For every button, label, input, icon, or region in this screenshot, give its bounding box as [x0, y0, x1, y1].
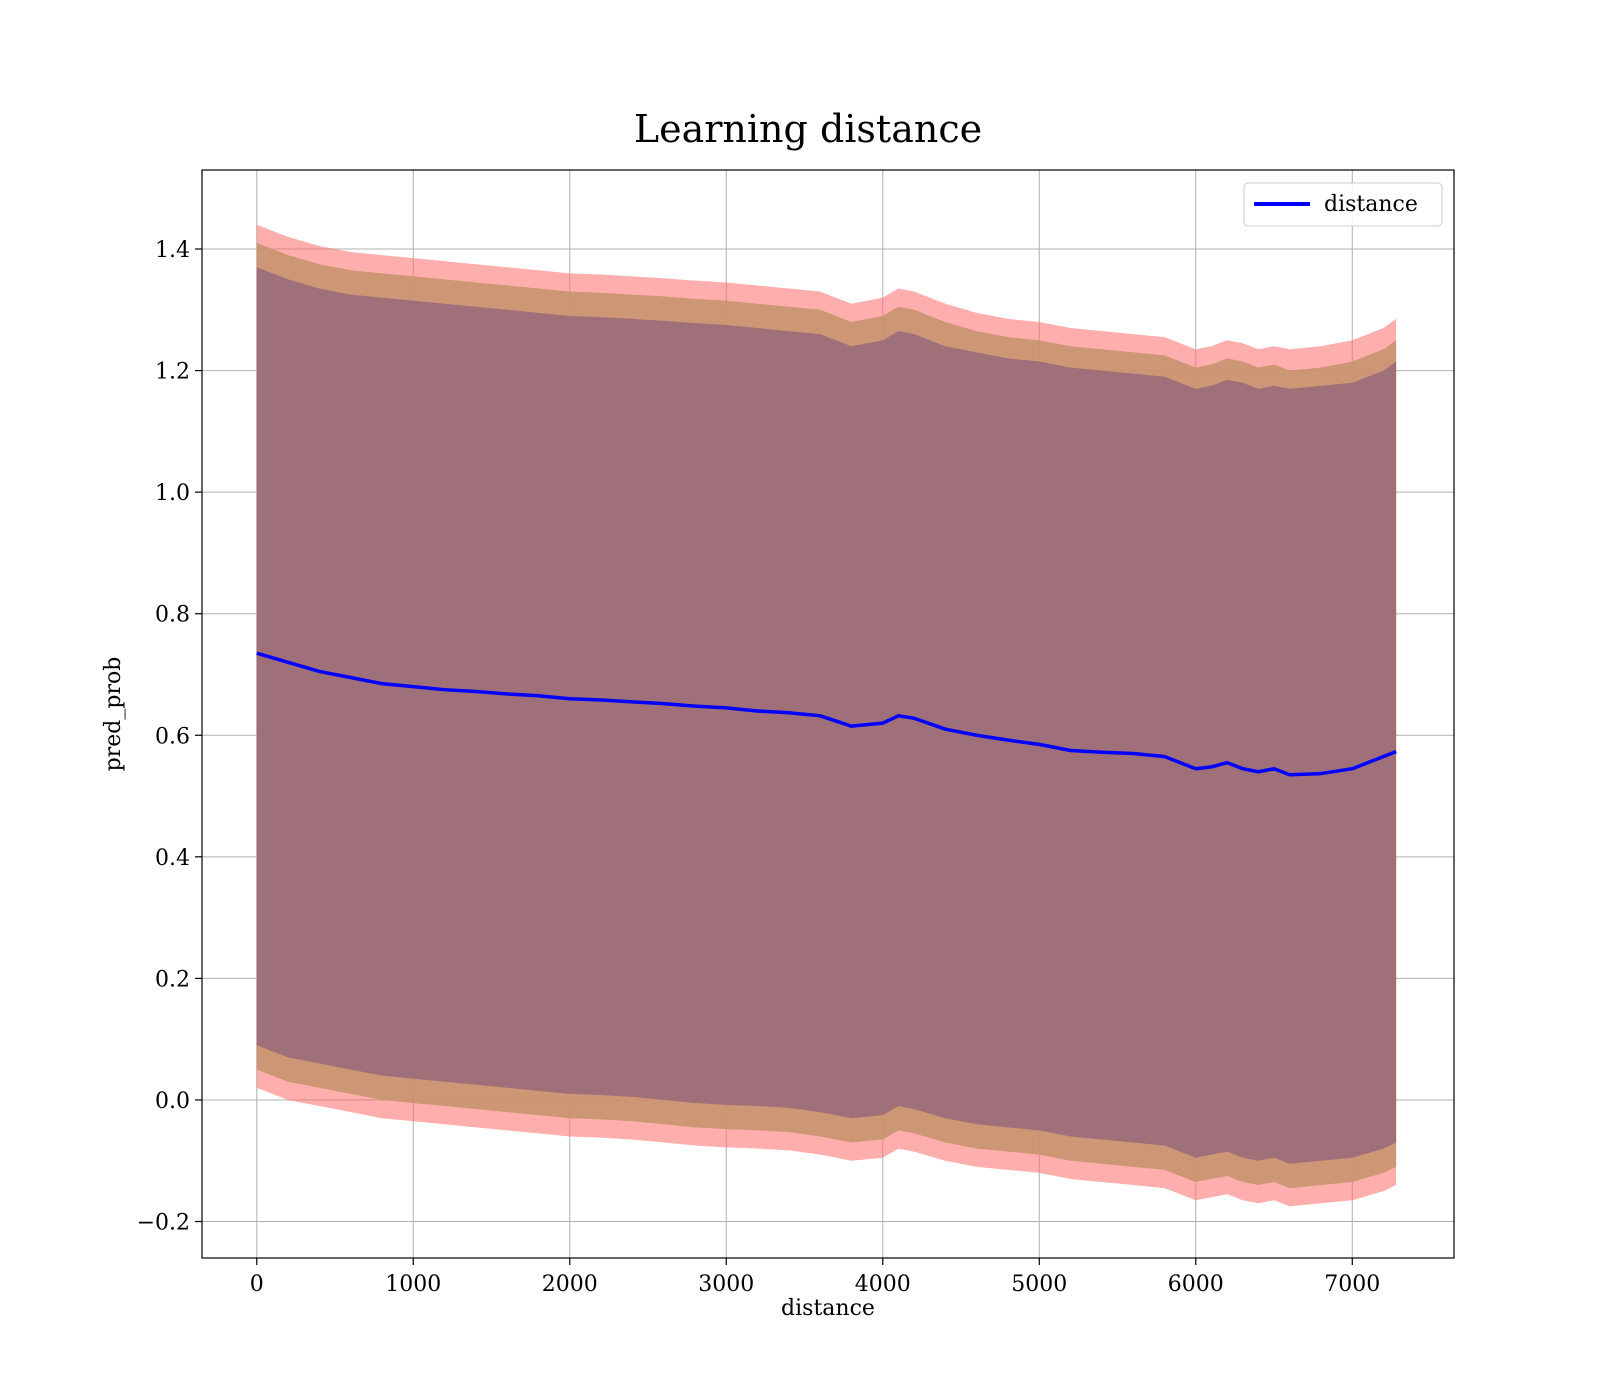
y-tick-label-1: 0.0 — [155, 1089, 190, 1114]
x-tick-label-6: 6000 — [1168, 1272, 1224, 1297]
series-line-distance — [256, 651, 1397, 777]
series-lines — [256, 651, 1397, 777]
x-axis-label: distance — [781, 1296, 875, 1321]
legend: distance — [1243, 182, 1443, 227]
confidence-bands — [256, 224, 1397, 1207]
y-axis-ticks: −0.2 0.0 0.2 0.4 0.6 0.8 1.0 1.2 1.4 — [137, 238, 202, 1236]
x-tick-label-1: 1000 — [385, 1272, 441, 1297]
x-tick-label-5: 5000 — [1011, 1272, 1067, 1297]
band-inner — [256, 267, 1397, 1164]
x-tick-label-4: 4000 — [855, 1272, 911, 1297]
x-axis-ticks: 0 1000 2000 3000 4000 5000 6000 7000 — [250, 1258, 1380, 1297]
legend-label-distance: distance — [1324, 192, 1418, 217]
plot-frame — [201, 169, 1455, 1259]
y-tick-label-8: 1.4 — [155, 238, 190, 263]
x-tick-label-2: 2000 — [542, 1272, 598, 1297]
legend-box — [1243, 182, 1443, 227]
y-tick-label-3: 0.4 — [155, 846, 190, 871]
y-tick-label-7: 1.2 — [155, 360, 190, 385]
y-tick-label-2: 0.2 — [155, 967, 190, 992]
y-axis-label: pred_prob — [101, 657, 126, 772]
y-tick-label-0: −0.2 — [137, 1211, 190, 1236]
x-tick-label-0: 0 — [250, 1272, 264, 1297]
x-tick-label-3: 3000 — [698, 1272, 754, 1297]
x-tick-label-7: 7000 — [1324, 1272, 1380, 1297]
y-tick-label-4: 0.6 — [155, 724, 190, 749]
y-tick-label-5: 0.8 — [155, 603, 190, 628]
chart-title: Learning distance — [634, 107, 982, 151]
y-tick-label-6: 1.0 — [155, 481, 190, 506]
